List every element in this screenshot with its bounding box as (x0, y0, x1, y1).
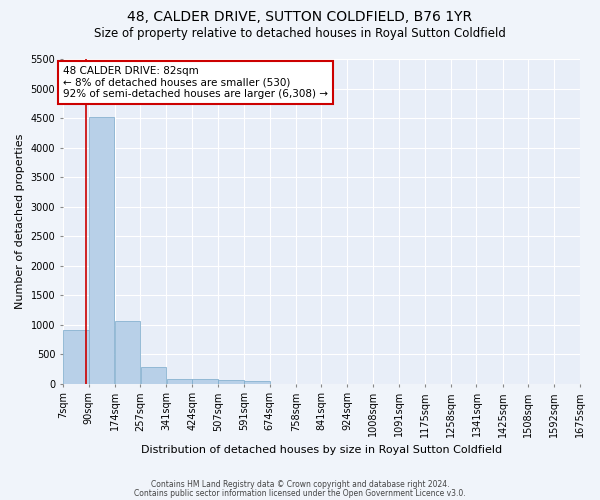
Text: Contains public sector information licensed under the Open Government Licence v3: Contains public sector information licen… (134, 489, 466, 498)
Bar (89, 117, 115, 384)
Text: 48, CALDER DRIVE, SUTTON COLDFIELD, B76 1YR: 48, CALDER DRIVE, SUTTON COLDFIELD, B76 … (127, 10, 473, 24)
Text: Size of property relative to detached houses in Royal Sutton Coldfield: Size of property relative to detached ho… (94, 28, 506, 40)
Text: Contains HM Land Registry data © Crown copyright and database right 2024.: Contains HM Land Registry data © Crown c… (151, 480, 449, 489)
Bar (63, 330, 89, 384)
Bar (244, 380, 269, 384)
Bar (218, 380, 244, 384)
Text: 48 CALDER DRIVE: 82sqm
← 8% of detached houses are smaller (530)
92% of semi-det: 48 CALDER DRIVE: 82sqm ← 8% of detached … (63, 66, 328, 100)
Y-axis label: Number of detached properties: Number of detached properties (15, 134, 25, 309)
Bar (167, 378, 192, 384)
Bar (115, 321, 140, 384)
Bar (192, 380, 218, 384)
X-axis label: Distribution of detached houses by size in Royal Sutton Coldfield: Distribution of detached houses by size … (141, 445, 502, 455)
Bar (140, 368, 166, 384)
